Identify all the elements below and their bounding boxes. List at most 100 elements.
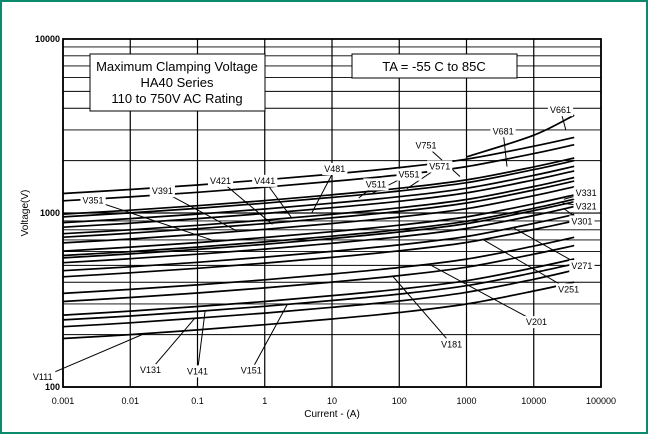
- curve-v201: [62, 236, 575, 295]
- curve-v331: [62, 198, 575, 257]
- title-box-frame: [89, 53, 266, 112]
- series-label-v351: V351: [83, 195, 104, 205]
- series-label-v481: V481: [324, 164, 345, 174]
- label-bg-v111: [30, 371, 56, 384]
- leader-v111: [42, 334, 143, 378]
- x-tick-label: 10: [327, 396, 337, 406]
- curve-v131: [62, 269, 575, 328]
- label-bg-v301: [569, 215, 595, 228]
- x-axis-title: Current - (A): [304, 409, 360, 420]
- condition-box: TA = -55 C to 85C: [351, 53, 518, 79]
- series-label-v681: V681: [493, 126, 514, 136]
- y-tick-label: 10000: [35, 34, 60, 44]
- series-label-v331: V331: [576, 188, 597, 198]
- leader-v441: [264, 180, 292, 218]
- label-bg-v391: [149, 185, 175, 198]
- series-label-v511: V511: [366, 179, 386, 189]
- label-bg-v141: [184, 365, 211, 378]
- x-tick-label: 0.001: [52, 396, 75, 406]
- series-label-v661: V661: [550, 105, 571, 115]
- leader-v141: [197, 310, 206, 372]
- label-bg-v681: [490, 125, 516, 138]
- curve-v111: [62, 281, 575, 340]
- leader-v391: [162, 190, 239, 233]
- label-bg-v571: [427, 160, 453, 173]
- curve-v551: [62, 159, 575, 218]
- label-bg-v271: [569, 260, 595, 273]
- series-label-v391: V391: [152, 186, 173, 196]
- label-bg-v151: [238, 364, 264, 377]
- label-bg-v551: [396, 168, 422, 181]
- leader-v131: [150, 318, 195, 371]
- label-bg-v441: [252, 174, 278, 187]
- temperature-condition: TA = -55 C to 85C: [382, 59, 485, 74]
- curve-v151: [62, 258, 575, 316]
- leader-v181: [392, 275, 452, 345]
- label-bg-v181: [438, 338, 465, 351]
- x-tick-label: 0.1: [191, 396, 204, 406]
- curve-v271: [62, 213, 575, 272]
- label-bg-v481: [322, 163, 348, 176]
- series-label-v141: V141: [187, 366, 208, 376]
- curve-v321: [62, 200, 575, 259]
- chart-title-line-2: HA40 Series: [141, 75, 214, 90]
- series-label-v421: V421: [210, 176, 231, 186]
- leader-v201: [431, 264, 537, 323]
- x-tick-label: 0.01: [121, 396, 139, 406]
- series-label-v751: V751: [415, 141, 436, 151]
- curve-v481: [62, 170, 575, 229]
- plot-border: [62, 38, 602, 388]
- title-box: Maximum Clamping Voltage HA40 Series 110…: [89, 53, 266, 112]
- label-bg-v421: [207, 174, 234, 187]
- y-axis-title: Voltage(V): [20, 190, 31, 237]
- x-tick-label: 1: [262, 396, 267, 406]
- leader-v481: [311, 168, 336, 214]
- series-labels: V111 V131 V141 V151 V181 V201 V251 V271 V301 V321…: [30, 104, 599, 384]
- x-tick-label: 1000: [456, 396, 476, 406]
- series-label-v131: V131: [140, 365, 161, 375]
- series-label-v111: V111: [33, 372, 53, 382]
- curve-v661: [466, 114, 575, 158]
- x-tick-label: 100: [392, 396, 407, 406]
- leader-v151: [250, 303, 289, 371]
- series-label-v551: V551: [399, 170, 420, 180]
- series-label-v441: V441: [254, 176, 275, 186]
- label-bg-v351: [80, 194, 106, 207]
- curve-v181: [62, 244, 575, 303]
- curve-v391: [62, 185, 575, 244]
- curve-v571: [62, 157, 575, 215]
- label-bg-v321: [573, 200, 599, 213]
- y-tick-label: 100: [45, 382, 60, 392]
- x-tick-label: 100000: [586, 396, 616, 406]
- leader-v351: [92, 199, 218, 243]
- series-label-v271: V271: [571, 261, 592, 271]
- x-tick-label: 10000: [521, 396, 546, 406]
- leader-v421: [220, 180, 273, 225]
- series-label-v251: V251: [558, 284, 579, 294]
- leader-v251: [483, 239, 569, 290]
- label-bg-v331: [573, 187, 599, 200]
- label-bg-v751: [413, 139, 439, 152]
- series-label-v301: V301: [571, 216, 592, 226]
- series-label-v321: V321: [576, 201, 597, 211]
- y-tick-label: 1000: [40, 208, 60, 218]
- curve-v681: [62, 143, 575, 202]
- label-bg-v131: [137, 364, 164, 377]
- series-label-v181: V181: [441, 339, 462, 349]
- label-bg-v511: [363, 178, 389, 191]
- chart-title-line-3: 110 to 750V AC Rating: [111, 91, 242, 106]
- series-label-v201: V201: [526, 317, 547, 327]
- curve-v141: [62, 263, 575, 321]
- curve-v301: [62, 205, 575, 264]
- chart-title-line-1: Maximum Clamping Voltage: [96, 59, 258, 74]
- curve-v441: [62, 176, 575, 235]
- condition-box-frame: [351, 53, 518, 79]
- curve-v351: [62, 194, 575, 252]
- curve-v251: [62, 220, 575, 278]
- tick-labels: 0.001 0.01 0.1 1 10 100 1000 10000 100000 100 1000…: [35, 34, 616, 406]
- label-bg-v251: [556, 283, 582, 296]
- curve-v421: [62, 180, 575, 239]
- leader-v271: [513, 227, 583, 267]
